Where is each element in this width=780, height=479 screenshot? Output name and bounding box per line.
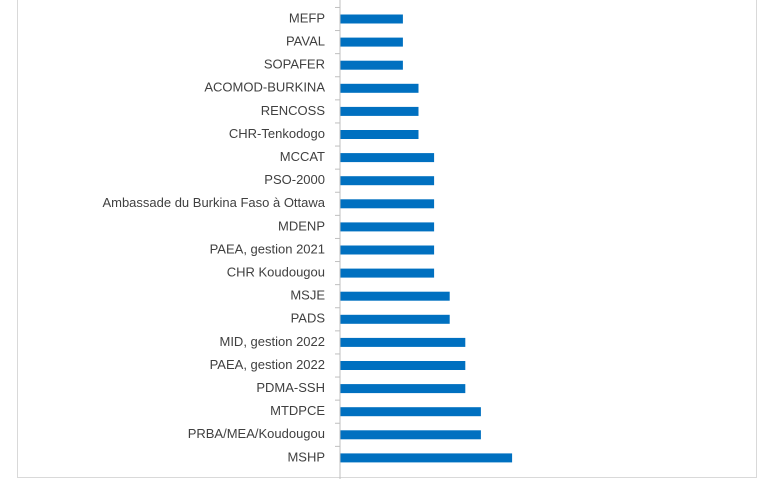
bar	[340, 83, 419, 93]
category-label: Ambassade du Burkina Faso à Ottawa	[102, 195, 325, 210]
category-label: ACOMOD-BURKINA	[204, 80, 325, 95]
bar	[340, 153, 435, 163]
bar	[340, 14, 403, 24]
category-label: SOPAFER	[264, 57, 325, 72]
bar	[340, 337, 466, 347]
bar	[340, 245, 435, 255]
bar	[340, 361, 466, 370]
bar	[340, 453, 513, 463]
category-label: PADS	[291, 311, 326, 326]
bar	[340, 268, 435, 278]
category-label: PSO-2000	[264, 172, 325, 187]
bar	[340, 199, 435, 209]
bar	[340, 60, 403, 70]
category-label: CHR-Tenkodogo	[229, 126, 325, 141]
category-labels: MEFP PAVAL SOPAFER ACOMOD-BURKINA RENCOSS CHR…	[102, 10, 325, 464]
category-label: MTDPCE	[270, 403, 325, 418]
category-label: MCCAT	[280, 149, 325, 164]
category-label: MSHP	[287, 449, 325, 464]
category-label: CHR Koudougou	[227, 265, 325, 280]
bar	[340, 314, 450, 324]
category-label: MID, gestion 2022	[219, 334, 325, 349]
bar	[340, 106, 419, 116]
bar	[340, 222, 435, 232]
bar	[340, 430, 481, 440]
category-label: PAEA, gestion 2022	[210, 357, 325, 372]
bar	[340, 407, 481, 417]
category-label: PAVAL	[286, 34, 325, 49]
chart-frame: MEFP PAVAL SOPAFER ACOMOD-BURKINA RENCOSS CHR…	[17, 0, 757, 479]
bar	[340, 130, 419, 139]
bar	[340, 176, 435, 186]
bar	[340, 37, 403, 47]
category-axis-ticks	[335, 6, 340, 447]
category-label: RENCOSS	[261, 103, 326, 118]
bar	[340, 384, 466, 394]
category-label: MDENP	[278, 218, 325, 233]
bar-chart: MEFP PAVAL SOPAFER ACOMOD-BURKINA RENCOSS CHR…	[102, 0, 513, 479]
category-label: MSJE	[290, 288, 325, 303]
category-label: PRBA/MEA/Koudougou	[188, 426, 325, 441]
category-label: PDMA-SSH	[256, 380, 325, 395]
bar	[340, 291, 450, 301]
bars	[340, 14, 513, 463]
category-label: PAEA, gestion 2021	[210, 241, 325, 256]
category-label: MEFP	[289, 10, 325, 25]
